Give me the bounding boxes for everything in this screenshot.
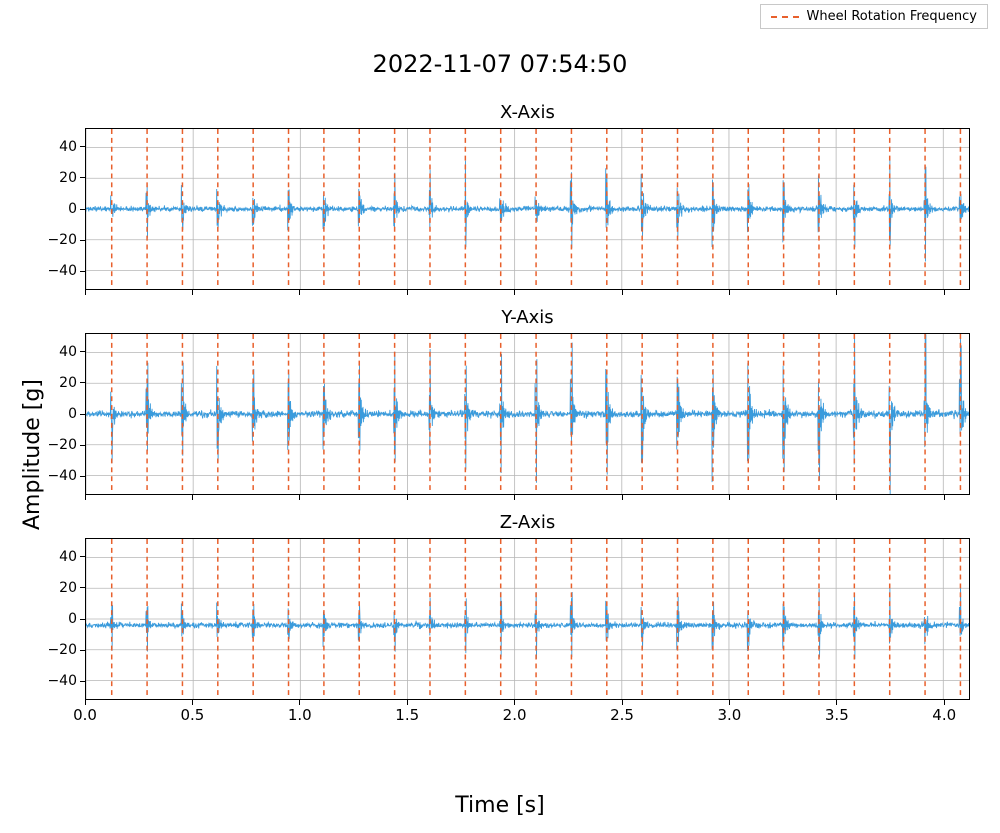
ytick-label: 40 [59, 139, 77, 155]
plot-area [85, 538, 970, 700]
xtick-label: 0.0 [73, 706, 97, 724]
subplot-title: X-Axis [85, 102, 970, 123]
ytick-label: −20 [47, 437, 77, 453]
subplot-title: Y-Axis [85, 307, 970, 328]
figure-container: Wheel Rotation Frequency 2022-11-07 07:5… [0, 0, 1000, 833]
plot-area [85, 128, 970, 290]
xtick-label: 2.0 [503, 706, 527, 724]
ytick-label: 20 [59, 580, 77, 596]
shared-ylabel: Amplitude [g] [20, 379, 45, 530]
subplot-zaxis: Z-Axis−40−20020400.00.51.01.52.02.53.03.… [85, 538, 970, 700]
ytick-label: 40 [59, 344, 77, 360]
shared-xlabel: Time [s] [0, 793, 1000, 818]
ytick-label: 40 [59, 549, 77, 565]
subplot-title: Z-Axis [85, 512, 970, 533]
legend-label: Wheel Rotation Frequency [807, 9, 978, 24]
subplot-yaxis: Y-Axis−40−2002040 [85, 333, 970, 495]
xtick-label: 3.5 [825, 706, 849, 724]
legend-line-icon [771, 16, 799, 18]
ytick-label: −40 [47, 468, 77, 484]
xtick-label: 0.5 [180, 706, 204, 724]
xtick-label: 1.0 [288, 706, 312, 724]
subplot-xaxis: X-Axis−40−2002040 [85, 128, 970, 290]
ytick-label: 20 [59, 170, 77, 186]
xtick-label: 2.5 [610, 706, 634, 724]
xtick-label: 1.5 [395, 706, 419, 724]
ytick-label: −20 [47, 642, 77, 658]
figure-suptitle: 2022-11-07 07:54:50 [0, 50, 1000, 78]
xtick-label: 3.0 [717, 706, 741, 724]
ytick-label: 20 [59, 375, 77, 391]
legend: Wheel Rotation Frequency [760, 4, 989, 29]
ytick-label: −40 [47, 673, 77, 689]
ytick-label: 0 [68, 406, 77, 422]
ytick-label: 0 [68, 611, 77, 627]
ytick-label: 0 [68, 201, 77, 217]
ytick-label: −40 [47, 263, 77, 279]
ytick-label: −20 [47, 232, 77, 248]
plot-area [85, 333, 970, 495]
xtick-label: 4.0 [932, 706, 956, 724]
